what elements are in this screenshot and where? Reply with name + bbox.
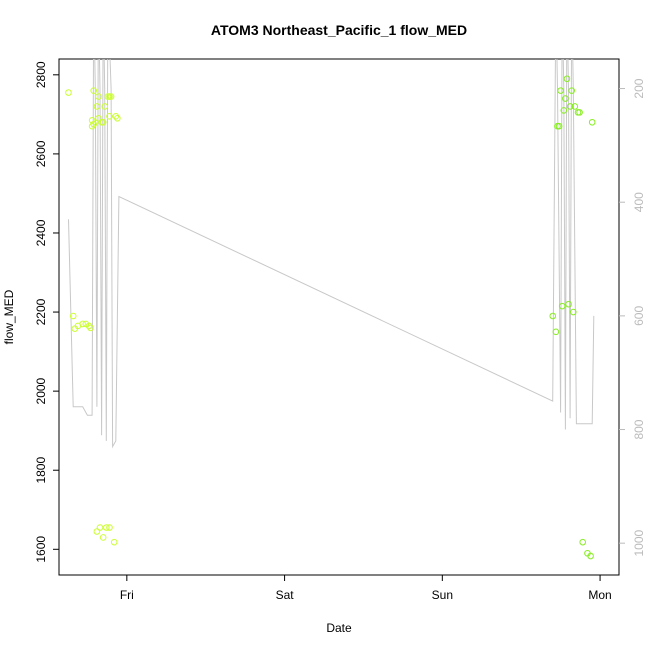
- data-point: [587, 552, 594, 560]
- data-point: [90, 87, 98, 94]
- data-point: [107, 93, 115, 100]
- data-point: [93, 103, 101, 110]
- data-point: [79, 320, 86, 328]
- data-point: [576, 109, 583, 116]
- data-point: [106, 113, 113, 120]
- y-tick-label-left: 2400: [34, 219, 48, 246]
- data-point: [112, 113, 120, 120]
- data-point: [101, 103, 109, 110]
- data-point: [555, 122, 563, 130]
- data-point: [566, 103, 574, 110]
- data-point: [569, 308, 577, 316]
- series-line: [68, 59, 595, 449]
- data-point: [560, 107, 568, 114]
- data-point: [69, 312, 77, 320]
- x-tick-label: Mon: [588, 588, 611, 602]
- data-point: [106, 524, 113, 531]
- data-point: [562, 95, 569, 102]
- data-point: [93, 528, 101, 535]
- y-tick-label-right: 800: [632, 419, 646, 439]
- data-point: [65, 89, 72, 96]
- data-point: [88, 122, 96, 130]
- plot-frame: [58, 58, 620, 576]
- data-point: [95, 93, 102, 100]
- y-tick-label-right: 200: [632, 78, 646, 98]
- data-point: [95, 115, 102, 122]
- data-point: [558, 302, 566, 310]
- x-axis-label: Date: [326, 621, 352, 635]
- y-tick-label-left: 2800: [34, 61, 48, 88]
- data-point: [96, 524, 104, 531]
- x-tick-label: Sun: [432, 588, 453, 602]
- data-point: [571, 103, 579, 110]
- data-point: [110, 538, 118, 546]
- y-tick-label-right: 600: [632, 306, 646, 326]
- y-tick-label-left: 2200: [34, 298, 48, 325]
- data-point: [557, 87, 564, 94]
- y-tick-label-right: 1000: [632, 530, 646, 557]
- data-point: [565, 300, 572, 308]
- chart-title: ATOM3 Northeast_Pacific_1 flow_MED: [211, 22, 467, 38]
- y-axis-label: flow_MED: [2, 289, 16, 344]
- y-tick-label-left: 1600: [34, 536, 48, 563]
- plot-layer: [65, 59, 596, 560]
- data-point: [114, 115, 121, 122]
- y-tick-label-left: 1800: [34, 457, 48, 484]
- data-point: [85, 322, 93, 330]
- data-point: [99, 534, 107, 541]
- data-point: [549, 312, 557, 320]
- data-point: [552, 328, 560, 336]
- y-tick-label-left: 2600: [34, 140, 48, 167]
- data-point: [99, 118, 107, 126]
- data-point: [563, 75, 571, 83]
- axis-layer: Fri Sat Sun Mon 1600 1800 2000 2200 2400 2600 2800…: [34, 61, 646, 602]
- y-tick-label-right: 400: [632, 192, 646, 212]
- data-point: [90, 120, 98, 128]
- y-tick-label-left: 2000: [34, 377, 48, 404]
- data-point: [87, 324, 94, 332]
- x-tick-label: Sat: [276, 588, 295, 602]
- data-point: [588, 118, 596, 126]
- data-point: [568, 87, 575, 94]
- x-tick-label: Fri: [120, 588, 134, 602]
- data-point: [579, 538, 587, 546]
- data-point: [103, 524, 110, 531]
